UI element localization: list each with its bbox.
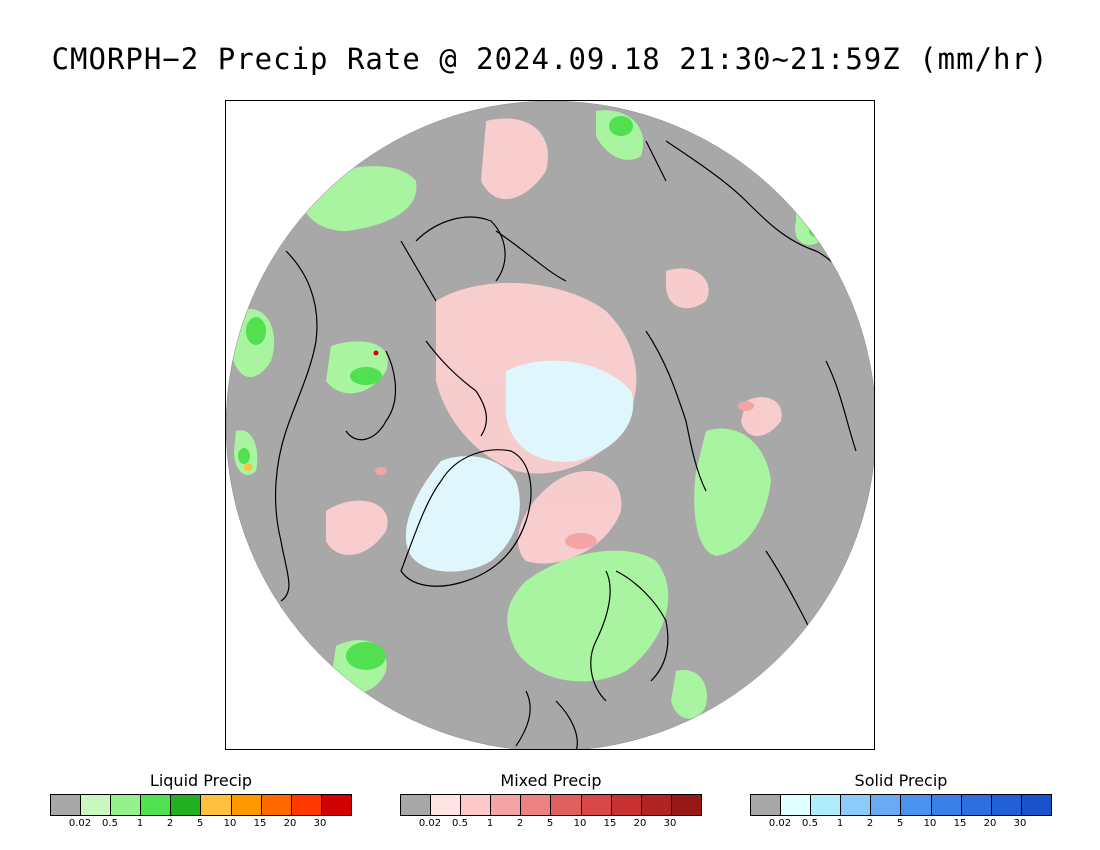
legend-tick-label: 0.02: [768, 818, 792, 829]
legend-swatch-1: [781, 795, 812, 815]
legend-swatch-1: [81, 795, 112, 815]
legend-swatch-7: [261, 795, 292, 815]
legend-tick-label: 10: [223, 818, 237, 829]
legend-swatch-0: [401, 795, 432, 815]
legend-swatch-7: [611, 795, 642, 815]
legend-tick-label: 20: [633, 818, 647, 829]
tick-labels: 0.02 0.5 1 2 5 10 15 20 30: [750, 818, 1052, 832]
legend-title: Liquid Precip: [149, 771, 253, 790]
legend-tick-label: 5: [546, 818, 554, 829]
legend-swatch-7: [961, 795, 992, 815]
legend-swatch-2: [461, 795, 492, 815]
legend-tick-label: 10: [923, 818, 937, 829]
legend-swatch-8: [641, 795, 672, 815]
map-title: CMORPH−2 Precip Rate @ 2024.09.18 21:30~…: [51, 42, 1049, 76]
legend-tick-label: 0.5: [102, 818, 118, 829]
liquid-precip-heaviest: [244, 350, 379, 471]
legend-tick-label: 5: [196, 818, 204, 829]
legend-swatch-2: [111, 795, 142, 815]
legend-tick-label: 30: [663, 818, 677, 829]
mixed-precip-heavier: [375, 401, 754, 549]
legend-swatch-9: [671, 795, 701, 815]
legend-swatch-9: [321, 795, 351, 815]
legend-swatch-6: [931, 795, 962, 815]
legend-swatch-6: [231, 795, 262, 815]
legend-tick-label: 15: [953, 818, 967, 829]
legend-swatch-4: [171, 795, 202, 815]
legend-mixed: Mixed Precip 0.02 0.5 1 2 5 10 15 20 30: [400, 772, 702, 832]
legend-tick-label: 0.02: [418, 818, 442, 829]
legend-swatch-5: [901, 795, 932, 815]
legend-tick-label: 0.5: [802, 818, 818, 829]
legend-tick-label: 5: [896, 818, 904, 829]
legend-tick-label: 2: [866, 818, 874, 829]
legend-swatch-1: [431, 795, 462, 815]
legend-tick-label: 20: [283, 818, 297, 829]
legend-tick-label: 0.5: [452, 818, 468, 829]
legend-swatch-0: [751, 795, 782, 815]
legend-swatch-5: [201, 795, 232, 815]
legend-swatch-5: [551, 795, 582, 815]
legend-swatch-8: [991, 795, 1022, 815]
coastlines: [274, 140, 867, 749]
legend-tick-label: 10: [573, 818, 587, 829]
legend-title: Solid Precip: [854, 771, 948, 790]
legend-tick-label: 30: [1013, 818, 1027, 829]
legend-swatch-2: [811, 795, 842, 815]
tick-labels: 0.02 0.5 1 2 5 10 15 20 30: [50, 818, 352, 832]
legend-tick-label: 15: [603, 818, 617, 829]
legend-tick-label: 1: [836, 818, 844, 829]
legend-swatch-3: [141, 795, 172, 815]
precip-map: [225, 100, 875, 750]
solid-precip-areas: [405, 360, 634, 572]
legend-swatch-4: [871, 795, 902, 815]
legend-swatch-0: [51, 795, 82, 815]
color-bar: [50, 794, 352, 816]
legend-swatch-3: [491, 795, 522, 815]
legend-tick-label: 2: [166, 818, 174, 829]
legend-tick-label: 0.02: [68, 818, 92, 829]
legend-tick-label: 20: [983, 818, 997, 829]
polar-map-svg: [226, 101, 874, 749]
legend-tick-label: 1: [136, 818, 144, 829]
legend-solid: Solid Precip 0.02 0.5 1 2 5 10 15 20 30: [750, 772, 1052, 832]
legend-tick-label: 15: [253, 818, 267, 829]
legend-swatch-9: [1021, 795, 1051, 815]
tick-labels: 0.02 0.5 1 2 5 10 15 20 30: [400, 818, 702, 832]
color-bar: [400, 794, 702, 816]
legend-tick-label: 30: [313, 818, 327, 829]
legend-swatch-4: [521, 795, 552, 815]
color-bar: [750, 794, 1052, 816]
legend-tick-label: 1: [486, 818, 494, 829]
legend-title: Mixed Precip: [500, 771, 602, 790]
legend-swatch-8: [291, 795, 322, 815]
legend-tick-label: 2: [516, 818, 524, 829]
legend-swatch-6: [581, 795, 612, 815]
legend-liquid: Liquid Precip 0.02 0.5 1 2 5 10 15 20 30: [50, 772, 352, 832]
legend-swatch-3: [841, 795, 872, 815]
